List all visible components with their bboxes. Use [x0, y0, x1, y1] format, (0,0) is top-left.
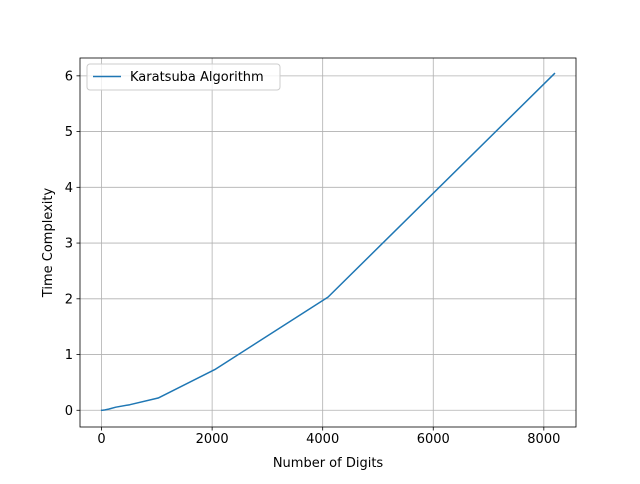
axes: 0 2000 4000 6000 8000 0 1 2 3 4 5 6	[65, 69, 561, 447]
x-tick-label: 0	[97, 432, 105, 447]
y-tick-label: 4	[65, 181, 73, 196]
y-tick-label: 2	[65, 292, 73, 307]
legend-label: Karatsuba Algorithm	[130, 70, 264, 85]
grid	[80, 58, 576, 427]
y-tick-label: 3	[65, 237, 73, 252]
x-tick-label: 4000	[306, 432, 339, 447]
y-tick-label: 5	[65, 125, 73, 140]
series-line	[100, 72, 556, 412]
series-layer	[100, 72, 556, 412]
legend-box	[86, 63, 281, 91]
legend: Karatsuba Algorithm	[86, 63, 281, 91]
x-tick-label: 2000	[196, 432, 229, 447]
y-axis-label: Time Complexity	[41, 188, 56, 299]
y-tick-label: 0	[65, 404, 73, 419]
x-axis-label: Number of Digits	[273, 456, 384, 471]
x-tick-label: 8000	[527, 432, 560, 447]
plot-frame	[79, 57, 577, 428]
x-tick-label: 6000	[417, 432, 450, 447]
y-tick-label: 6	[65, 69, 73, 84]
y-tick-label: 1	[65, 348, 73, 363]
